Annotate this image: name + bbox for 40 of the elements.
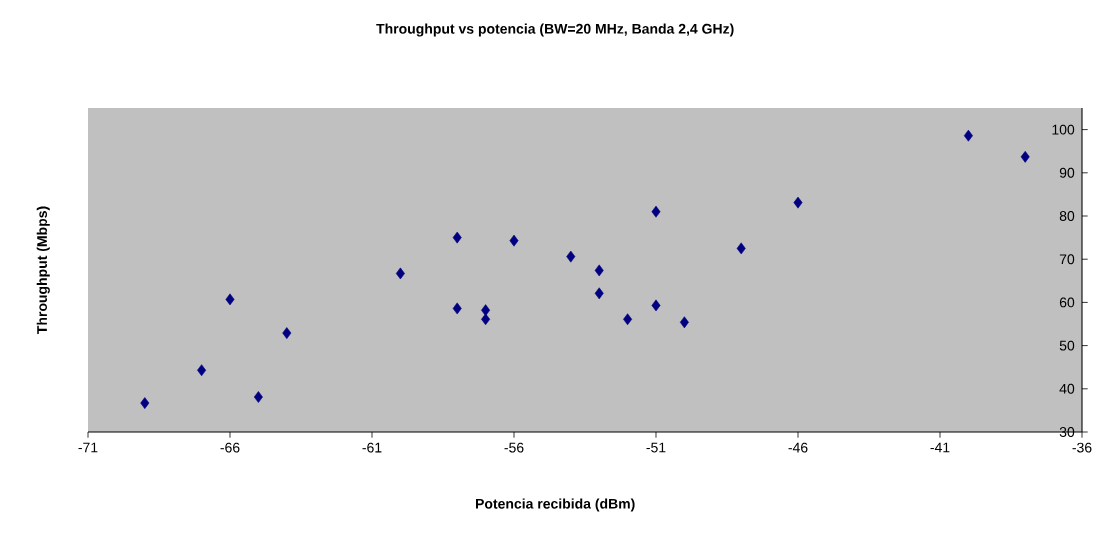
point	[509, 234, 519, 247]
chart-title: Throughput vs potencia (BW=20 MHz, Banda 2,4 GHz)	[376, 23, 734, 37]
point	[395, 267, 405, 280]
point	[225, 293, 235, 306]
y-tick-label: 60	[1059, 297, 1075, 308]
x-tick-label: -41	[930, 442, 950, 453]
point	[594, 287, 604, 300]
y-tick-label: 70	[1059, 254, 1075, 265]
x-tick-label: -56	[504, 442, 524, 453]
y-tick-label: 50	[1059, 340, 1075, 351]
point	[651, 205, 661, 218]
point	[282, 327, 292, 339]
x-tick-label: -71	[78, 442, 98, 453]
x-tick-label: -46	[788, 442, 808, 453]
y-tick-label: 30	[1059, 427, 1075, 437]
y-tick-label: 80	[1059, 211, 1075, 221]
x-tick-label: -66	[220, 442, 240, 453]
point	[481, 313, 491, 326]
x-tick-label: -61	[362, 442, 382, 453]
point	[793, 196, 803, 209]
point	[452, 302, 462, 315]
y-tick-label: 100	[1052, 124, 1075, 135]
point	[651, 299, 661, 312]
point	[140, 397, 150, 409]
x-tick-label: -36	[1072, 442, 1092, 453]
point	[679, 316, 689, 329]
point	[594, 264, 604, 277]
y-axis-title: Throughput (Mbps)	[36, 206, 50, 334]
point	[623, 313, 633, 326]
point	[452, 231, 462, 244]
point	[1020, 150, 1030, 163]
y-tick-label: 40	[1059, 383, 1075, 394]
x-tick-label: -51	[646, 442, 666, 453]
point	[253, 391, 263, 403]
y-tick-label: 90	[1059, 167, 1075, 178]
point	[736, 242, 746, 255]
point	[566, 250, 576, 263]
point	[963, 129, 973, 142]
x-axis-title: Potencia recibida (dBm)	[476, 498, 635, 512]
point	[197, 364, 207, 377]
